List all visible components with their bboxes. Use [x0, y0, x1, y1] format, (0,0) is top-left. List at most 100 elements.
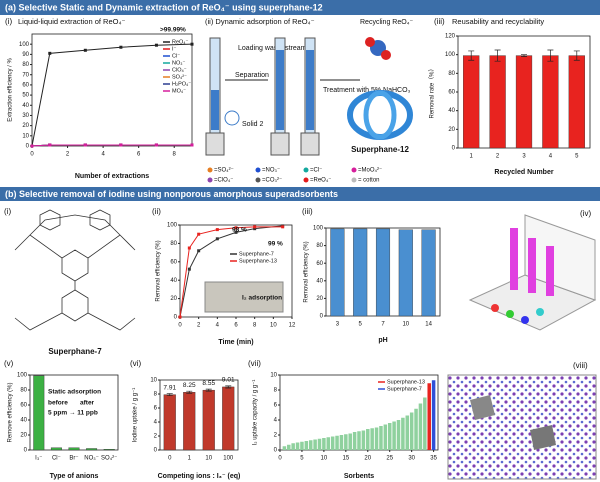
panel-label: (v)	[4, 359, 14, 368]
bar	[330, 228, 345, 317]
y-tick-label: 0	[174, 315, 178, 321]
x-tick-label: 25	[386, 456, 393, 462]
point	[187, 267, 191, 271]
x-tick-label: 2	[496, 154, 500, 160]
column-fill	[306, 50, 314, 130]
annotation: 99 %	[268, 241, 283, 248]
point	[281, 225, 285, 229]
point	[30, 144, 34, 148]
legend-label: =NO₃⁻	[262, 168, 280, 174]
x-tick-label: 8	[253, 323, 257, 329]
x-tick-label: 0	[178, 323, 182, 329]
y-tick-label: 8	[154, 392, 158, 398]
legend-swatch	[207, 177, 213, 183]
legend-swatch	[351, 167, 357, 173]
column-fill	[276, 50, 284, 130]
legend-swatch	[303, 177, 309, 183]
point	[190, 143, 194, 147]
bar	[405, 415, 410, 450]
bar	[383, 424, 388, 450]
bar	[163, 394, 176, 451]
panel-label: (ii)	[152, 207, 161, 216]
bar	[409, 412, 414, 450]
y-tick-label: 10	[22, 133, 29, 139]
x-tick-label: 1	[470, 154, 474, 160]
cage	[347, 90, 413, 140]
legend-label: Superphane-7	[239, 251, 274, 257]
disc	[521, 316, 529, 324]
legend-label: NO₃⁻	[172, 60, 185, 66]
x-axis-label: Sorbents	[344, 473, 374, 480]
y-tick-label: 20	[448, 127, 455, 133]
x-tick-label: 4	[101, 152, 105, 158]
structure-drawing	[14, 209, 136, 331]
solid-icon	[224, 110, 240, 126]
bar	[348, 433, 352, 450]
bar	[392, 421, 396, 450]
error-bar	[521, 54, 527, 57]
annotation: I₂ adsorption	[242, 295, 282, 302]
panel-label: (viii)	[573, 361, 588, 370]
bar	[202, 389, 215, 451]
y-axis-label: Removal efficiency (%)	[304, 241, 310, 302]
y-tick-label: 30	[22, 113, 29, 119]
bar	[300, 441, 304, 450]
x-tick-label: Cl⁻	[52, 456, 61, 462]
y-tick-label: 6	[154, 406, 158, 412]
bar	[304, 441, 309, 450]
x-tick-label: 100	[223, 456, 234, 462]
y-axis-label: Iodine uptake / g g⁻¹	[133, 388, 139, 443]
bar	[387, 423, 392, 450]
point	[197, 232, 201, 236]
ring	[89, 209, 111, 231]
point	[253, 227, 257, 231]
series-line	[31, 144, 192, 147]
ring	[61, 249, 89, 282]
y-tick-label: 40	[316, 278, 323, 284]
bar	[463, 55, 480, 149]
bar	[379, 426, 383, 450]
bar	[489, 55, 506, 149]
x-tick-label: 6	[234, 323, 238, 329]
bar	[375, 228, 391, 317]
legend-label: Cl⁻	[172, 53, 180, 59]
error-bar	[225, 385, 232, 389]
y-tick-label: 80	[22, 62, 29, 68]
error-bar	[205, 388, 212, 392]
bar	[357, 431, 361, 450]
bar	[33, 375, 45, 451]
annotation: 98 %	[232, 227, 247, 234]
bar	[287, 444, 291, 450]
x-tick-label: 15	[342, 456, 349, 462]
point	[83, 143, 87, 147]
y-axis-label: Removal efficiency (%)	[156, 240, 162, 301]
bar	[418, 403, 423, 450]
bar	[339, 435, 344, 450]
header-a: (a) Selective Static and Dynamic extract…	[5, 2, 323, 12]
y-tick-label: 20	[170, 296, 177, 302]
point	[154, 43, 158, 47]
y-tick-label: 40	[448, 108, 455, 114]
y-tick-label: 80	[316, 243, 323, 249]
bar	[370, 428, 374, 450]
y-tick-label: 40	[170, 278, 177, 284]
x-tick-label: 1	[188, 456, 192, 462]
x-tick-label: NO₃⁻	[84, 456, 99, 462]
value-label: 9.01	[222, 377, 235, 384]
bar	[431, 380, 436, 450]
molecule	[365, 37, 375, 47]
structure-image	[447, 374, 597, 480]
y-tick-label: 60	[448, 90, 455, 96]
error-bar	[186, 390, 193, 394]
bar	[353, 228, 368, 317]
y-tick-label: 70	[22, 72, 29, 78]
x-tick-label: SO₄²⁻	[101, 456, 117, 462]
bar	[366, 429, 370, 450]
point	[215, 237, 219, 241]
bar	[398, 229, 413, 317]
bar	[222, 386, 235, 451]
x-axis-label: Number of extractions	[75, 173, 149, 180]
bar	[308, 440, 313, 450]
x-tick-label: 6	[137, 152, 141, 158]
y-tick-label: 50	[22, 93, 29, 99]
